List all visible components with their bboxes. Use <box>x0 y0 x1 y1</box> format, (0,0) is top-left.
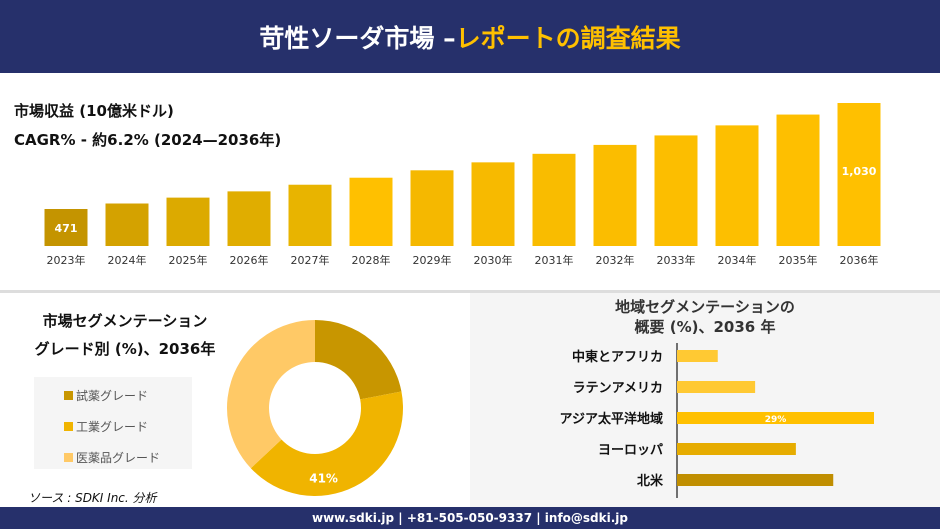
segment-title-1: 市場セグメンテーション <box>42 312 208 330</box>
region-segment-panel: 地域セグメンテーションの 概要 (%)、2036 年 中東とアフリカ ラテンアメリカ… <box>470 293 940 507</box>
legend-item: 工業グレード <box>64 418 148 435</box>
donut-slice-医薬品グレード <box>227 320 315 469</box>
x-tick-label: 2027年 <box>291 253 330 267</box>
donut-data-label: 41% <box>309 471 338 485</box>
divider <box>0 290 940 293</box>
x-tick-label: 2026年 <box>230 253 269 267</box>
grade-donut-chart: 41% <box>227 320 404 496</box>
legend-item: 医薬品グレード <box>64 449 160 466</box>
bar-アジア太平洋地域 <box>677 412 874 424</box>
legend-swatch <box>64 453 73 462</box>
region-title-2: 概要 (%)、2036 年 <box>634 318 776 336</box>
segment-title-2: グレード別 (%)、2036年 <box>34 340 216 358</box>
bar-data-label: 471 <box>55 222 78 235</box>
bar-data-label: 29% <box>765 415 787 425</box>
bar-2026年 <box>227 191 271 246</box>
title-highlight: レポートの調査結果 <box>455 23 681 53</box>
bar-2029年 <box>410 170 454 246</box>
x-tick-label: 2028年 <box>352 253 391 267</box>
bar-data-label: 1,030 <box>842 165 877 178</box>
grade-segment-panel: 市場セグメンテーション グレード別 (%)、2036年 試薬グレード 工業グレード… <box>0 293 470 507</box>
title-main: 苛性ソーダ市場 – <box>259 23 456 53</box>
region-title: 地域セグメンテーションの 概要 (%)、2036 年 <box>470 297 940 337</box>
revenue-bar-chart: 2023年 471 2024年 2025年 2026年 2027年 2028年 2029年 20… <box>44 103 881 267</box>
y-tick-label: 北米 <box>637 473 664 489</box>
bar-2031年 <box>532 153 576 246</box>
bar-2030年 <box>471 162 515 246</box>
y-tick-label: アジア太平洋地域 <box>560 411 663 427</box>
bar-2034年 <box>715 125 759 246</box>
y-tick-label: 中東とアフリカ <box>572 349 663 365</box>
footer-contact: www.sdki.jp | +81-505-050-9337 | info@sd… <box>0 507 940 529</box>
bar-2028年 <box>349 177 393 246</box>
region-title-1: 地域セグメンテーションの <box>615 298 795 316</box>
bar-2033年 <box>654 135 698 246</box>
bar-中東とアフリカ <box>677 350 718 362</box>
legend-label: 医薬品グレード <box>76 451 161 465</box>
x-tick-label: 2023年 <box>47 253 86 267</box>
legend-swatch <box>64 422 73 431</box>
cagr-label: CAGR% - 約6.2% (2024—2036年) <box>14 131 282 149</box>
bar-2025年 <box>166 197 210 246</box>
x-tick-label: 2036年 <box>840 253 879 267</box>
bar-ラテンアメリカ <box>677 381 756 393</box>
bar-2027年 <box>288 184 332 246</box>
revenue-label: 市場収益 (10億米ドル) <box>14 102 174 120</box>
y-tick-label: ラテンアメリカ <box>573 381 663 396</box>
x-tick-label: 2031年 <box>535 253 574 267</box>
legend-item: 試薬グレード <box>64 387 148 404</box>
x-tick-label: 2025年 <box>169 253 208 267</box>
bar-2032年 <box>593 144 637 246</box>
y-tick-label: ヨーロッパ <box>598 443 663 458</box>
x-tick-label: 2030年 <box>474 253 513 267</box>
pie-legend: 試薬グレード 工業グレード 医薬品グレード <box>34 377 192 469</box>
legend-swatch <box>64 391 73 400</box>
x-tick-label: 2029年 <box>413 253 452 267</box>
bar-2024年 <box>105 203 149 246</box>
source-note: ソース : SDKI Inc. 分析 <box>28 491 157 505</box>
legend-label: 試薬グレード <box>76 389 149 403</box>
header-banner: 苛性ソーダ市場 – レポートの調査結果 <box>0 0 940 73</box>
x-tick-label: 2035年 <box>779 253 818 267</box>
x-tick-label: 2032年 <box>596 253 635 267</box>
bar-北米 <box>677 474 834 486</box>
legend-label: 工業グレード <box>76 420 149 434</box>
x-tick-label: 2024年 <box>108 253 147 267</box>
donut-slice-試薬グレード <box>315 320 402 400</box>
donut-slice-工業グレード <box>250 391 404 496</box>
bar-2036年 <box>837 103 881 246</box>
x-tick-label: 2033年 <box>657 253 696 267</box>
bar-2035年 <box>776 114 820 247</box>
bar-2023年 <box>44 209 88 246</box>
bar-ヨーロッパ <box>677 443 796 455</box>
x-tick-label: 2034年 <box>718 253 757 267</box>
